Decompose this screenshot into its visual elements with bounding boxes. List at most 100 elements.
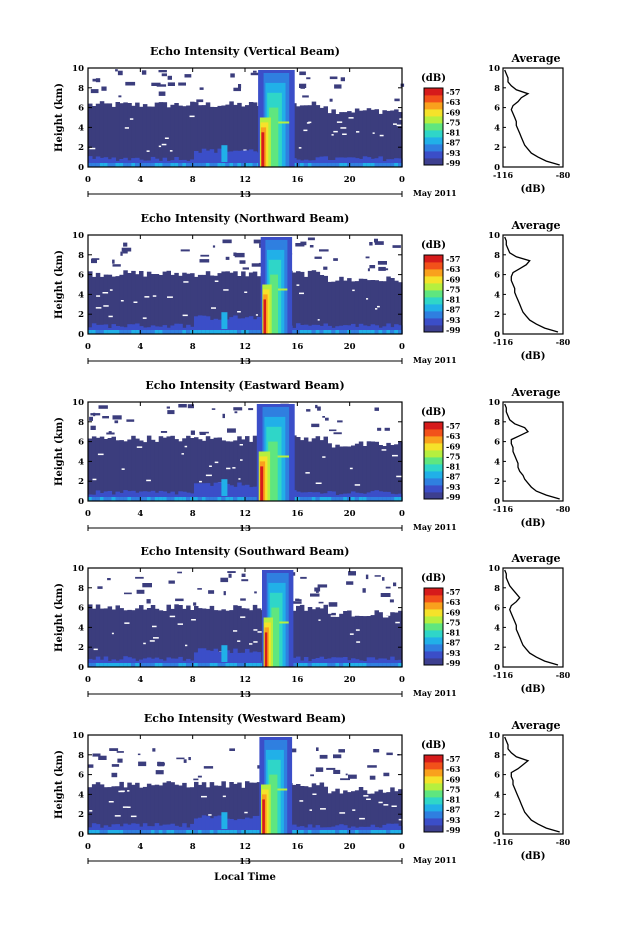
echo-cell <box>314 256 322 259</box>
y-tick-label: 0 <box>494 330 500 340</box>
echo-cell <box>150 106 156 167</box>
chart-title: Echo Intensity (Vertical Beam) <box>150 45 340 58</box>
x-tick-label: 16 <box>291 842 303 852</box>
y-tick-label: 2 <box>494 477 500 487</box>
echo-cell <box>227 571 236 573</box>
echo-cell <box>296 491 301 501</box>
colorbar-swatch <box>424 255 443 263</box>
echo-cell <box>115 330 120 334</box>
echo-cell <box>158 497 164 501</box>
echo-gap <box>249 643 253 645</box>
echo-cell <box>217 651 222 667</box>
echo-cell <box>199 87 204 90</box>
echo-cell <box>131 784 136 834</box>
echo-cell <box>123 610 128 667</box>
echo-cell <box>333 754 342 759</box>
echo-cell <box>354 108 360 167</box>
echo-cell <box>162 157 168 167</box>
echo-gap <box>318 619 321 621</box>
echo-cell <box>351 658 356 667</box>
echo-cell <box>315 658 321 667</box>
echo-cell <box>178 491 183 501</box>
echo-cell <box>178 275 183 334</box>
echo-cell <box>370 663 376 667</box>
echo-cell <box>303 492 309 501</box>
echo-cell <box>221 645 228 662</box>
echo-cell <box>367 268 370 272</box>
echo-cell <box>119 163 124 167</box>
y-tick-label: 8 <box>494 251 500 261</box>
echo-cell <box>386 663 391 667</box>
echo-cell <box>139 787 144 834</box>
echo-cell <box>194 781 199 834</box>
x-tick-label: 12 <box>239 342 251 352</box>
echo-cell <box>154 330 160 334</box>
echo-cell <box>186 605 191 667</box>
echo-cell <box>233 315 238 334</box>
echo-cell <box>323 830 328 834</box>
echo-cell <box>95 163 101 167</box>
echo-cell <box>203 766 214 769</box>
echo-cell <box>340 778 350 781</box>
echo-cell <box>335 330 340 334</box>
echo-cell <box>292 830 297 834</box>
echo-cell <box>178 163 183 167</box>
echo-cell <box>229 748 235 751</box>
echo-cell <box>225 787 230 834</box>
echo-cell <box>91 823 97 834</box>
colorbar-swatch <box>424 492 443 500</box>
echo-cell <box>343 325 348 334</box>
echo-cell <box>241 663 246 667</box>
echo-cell <box>225 497 230 501</box>
echo-cell <box>241 330 246 334</box>
echo-gap <box>169 615 176 618</box>
colorbar-swatch <box>424 457 443 465</box>
echo-cell <box>394 98 400 102</box>
echo-gap <box>240 459 243 461</box>
echo-cell <box>394 163 399 167</box>
echo-cell <box>252 163 258 167</box>
echo-cell <box>194 606 199 667</box>
echo-cell <box>311 492 317 501</box>
echo-cell <box>127 609 132 667</box>
echo-cell <box>256 317 262 334</box>
echo-cell <box>370 441 376 501</box>
echo-cell <box>213 152 219 167</box>
echo-cell <box>241 652 246 667</box>
echo-cell <box>241 819 246 834</box>
echo-cell <box>111 609 116 667</box>
echo-cell <box>91 106 97 167</box>
x-tick-label: -116 <box>493 170 513 180</box>
echo-cell <box>205 102 211 167</box>
echo-cell <box>241 608 246 667</box>
y-tick-label: 4 <box>78 123 84 133</box>
echo-cell <box>245 484 250 501</box>
echo-cell <box>310 593 320 597</box>
echo-cell <box>167 410 175 415</box>
echo-cell <box>123 157 128 167</box>
echo-cell <box>245 436 250 501</box>
echo-cell <box>351 281 356 334</box>
echo-gap <box>253 629 258 631</box>
echo-cell <box>111 772 118 778</box>
y-tick-label: 10 <box>72 231 84 241</box>
echo-cell <box>99 101 105 167</box>
echo-cell <box>182 438 187 501</box>
date-label: May 2011 <box>413 522 457 532</box>
echo-cell <box>245 830 250 834</box>
echo-cell <box>241 318 246 334</box>
average-title: Average <box>510 219 560 232</box>
echo-cell <box>142 442 148 501</box>
echo-gap <box>352 289 355 292</box>
echo-cell <box>142 658 148 667</box>
echo-cell <box>156 84 167 87</box>
echo-cell <box>386 823 391 834</box>
echo-gap <box>340 127 347 129</box>
echo-cell <box>194 163 199 167</box>
echo-cell <box>111 824 116 834</box>
echo-cell <box>343 663 348 667</box>
echo-gap <box>124 127 129 129</box>
echo-cell <box>221 812 228 829</box>
echo-cell <box>123 102 128 167</box>
echo-cell <box>115 605 120 667</box>
